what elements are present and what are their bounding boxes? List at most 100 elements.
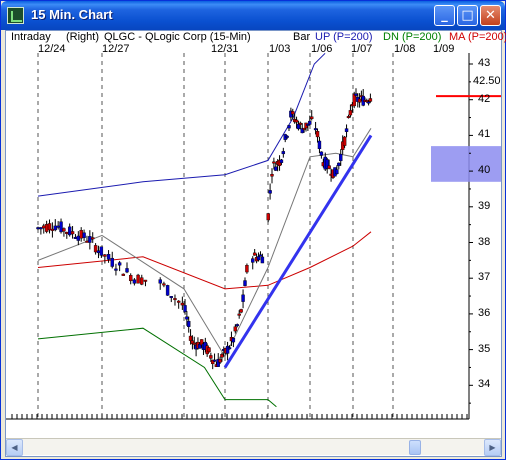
- candle: [218, 358, 222, 363]
- chart-area[interactable]: Intraday (Right) QLGC - QLogic Corp (15-…: [5, 30, 506, 457]
- title-bar[interactable]: 15 Min. Chart _ □ ✕: [1, 1, 505, 30]
- candle: [180, 302, 185, 306]
- candle: [368, 98, 373, 102]
- date-label: 12/27: [102, 43, 130, 55]
- scroll-left-button[interactable]: ◀: [6, 439, 23, 456]
- dn-band-line: [37, 327, 277, 408]
- candle: [279, 159, 284, 163]
- candle: [44, 224, 49, 232]
- candle: [106, 254, 111, 260]
- candle: [302, 127, 306, 130]
- ma-legend: MA (P=200): [449, 31, 506, 43]
- close-button[interactable]: ✕: [480, 5, 501, 26]
- candle: [272, 161, 276, 164]
- candle: [287, 125, 291, 129]
- price-label: 43: [478, 57, 491, 69]
- candle: [93, 245, 98, 253]
- candle: [270, 173, 274, 177]
- maximize-button[interactable]: □: [457, 5, 478, 26]
- candle: [36, 227, 40, 230]
- highlight-band: [431, 146, 501, 182]
- candle: [85, 240, 89, 243]
- candle: [165, 285, 170, 296]
- candle: [65, 232, 69, 234]
- candle: [121, 273, 126, 276]
- candle: [207, 347, 211, 352]
- scroll-thumb[interactable]: [409, 440, 421, 455]
- minimize-button[interactable]: _: [434, 5, 455, 26]
- candle: [310, 116, 314, 120]
- date-label: 1/09: [433, 43, 455, 55]
- candle: [241, 294, 245, 302]
- horizontal-scrollbar[interactable]: ◀ ▶: [6, 438, 501, 456]
- candle: [344, 128, 349, 132]
- candle: [42, 225, 46, 229]
- candle: [188, 335, 193, 341]
- candle: [239, 309, 243, 313]
- price-label: 41: [478, 128, 491, 141]
- date-label: 1/08: [394, 43, 416, 55]
- candle: [128, 275, 133, 282]
- mode-label: Intraday: [11, 31, 51, 43]
- candle: [176, 300, 181, 303]
- candle: [291, 111, 295, 115]
- candle: [62, 228, 66, 232]
- style-label: Bar: [293, 31, 311, 43]
- candle: [59, 221, 63, 233]
- up-band-legend: UP (P=200): [315, 31, 373, 43]
- candle: [327, 165, 331, 169]
- current-price-label: 42.50: [473, 74, 501, 87]
- candle: [99, 246, 104, 256]
- candle: [209, 355, 213, 359]
- price-label: 40: [478, 164, 491, 177]
- candle: [268, 190, 272, 194]
- candle: [162, 283, 166, 286]
- candle: [233, 326, 238, 332]
- price-label: 42: [478, 92, 491, 105]
- short-ma-line: [37, 128, 372, 358]
- candle: [231, 337, 236, 343]
- candle: [47, 223, 52, 231]
- candle: [296, 123, 301, 130]
- candle: [79, 230, 83, 239]
- candle: [96, 250, 101, 254]
- candle: [342, 136, 347, 146]
- candle: [158, 279, 162, 284]
- candle: [258, 254, 263, 257]
- candle: [227, 347, 232, 350]
- price-chart[interactable]: [6, 31, 501, 438]
- price-label: 38: [478, 235, 491, 248]
- window-title: 15 Min. Chart: [31, 7, 113, 22]
- candle: [285, 135, 289, 138]
- candle: [266, 213, 270, 221]
- candle: [313, 128, 318, 131]
- date-label: 1/06: [311, 43, 333, 55]
- candle: [308, 120, 312, 125]
- candle: [281, 151, 286, 155]
- candle: [114, 268, 118, 271]
- candle: [140, 277, 144, 285]
- candle: [319, 151, 324, 156]
- candle: [192, 342, 196, 345]
- date-label: 1/07: [351, 43, 373, 55]
- ma-line: [37, 231, 372, 290]
- candle: [352, 93, 356, 107]
- scroll-right-button[interactable]: ▶: [484, 439, 501, 456]
- candle: [103, 254, 107, 257]
- candle: [125, 268, 129, 273]
- chart-app-icon: [7, 7, 24, 24]
- price-label: 34: [478, 378, 491, 391]
- date-label: 12/31: [211, 43, 239, 55]
- up-band-line: [37, 52, 326, 197]
- candle: [183, 305, 187, 312]
- candle: [220, 354, 224, 358]
- candle: [185, 316, 189, 320]
- candle: [53, 225, 57, 231]
- candle: [357, 98, 362, 103]
- candle: [366, 101, 371, 104]
- price-label: 39: [478, 199, 491, 212]
- candle: [346, 116, 351, 119]
- candle: [212, 359, 217, 362]
- candle: [210, 359, 215, 365]
